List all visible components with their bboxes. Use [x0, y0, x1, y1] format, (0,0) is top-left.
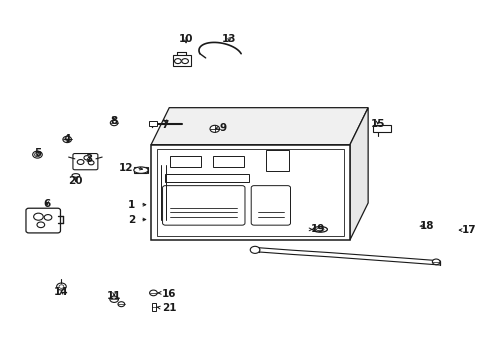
Text: 5: 5 — [34, 148, 41, 158]
Text: 16: 16 — [162, 289, 176, 298]
Text: 11: 11 — [107, 291, 121, 301]
Text: 19: 19 — [310, 224, 325, 234]
Text: 18: 18 — [420, 221, 434, 231]
Text: 15: 15 — [370, 119, 384, 129]
Circle shape — [34, 213, 43, 220]
Text: 7: 7 — [162, 120, 169, 130]
Text: 14: 14 — [54, 287, 69, 297]
Bar — [172, 55, 190, 66]
Polygon shape — [151, 108, 367, 145]
Ellipse shape — [312, 226, 327, 232]
Circle shape — [77, 159, 84, 165]
Circle shape — [209, 125, 219, 132]
Circle shape — [174, 59, 181, 64]
Circle shape — [59, 285, 64, 288]
Bar — [170, 156, 201, 167]
Text: 8: 8 — [110, 117, 118, 126]
Text: 2: 2 — [128, 215, 135, 225]
Text: 20: 20 — [68, 176, 83, 186]
Circle shape — [88, 161, 94, 165]
Circle shape — [149, 290, 157, 296]
Circle shape — [63, 136, 71, 143]
Text: 9: 9 — [219, 123, 226, 133]
Bar — [134, 167, 147, 173]
Circle shape — [33, 151, 42, 158]
Circle shape — [110, 120, 118, 126]
Text: 3: 3 — [85, 154, 92, 163]
Bar — [151, 145, 349, 240]
Ellipse shape — [134, 167, 148, 173]
Circle shape — [431, 259, 439, 265]
Circle shape — [37, 222, 44, 228]
Bar — [148, 121, 157, 126]
Ellipse shape — [72, 174, 80, 177]
Text: 17: 17 — [461, 225, 475, 235]
Ellipse shape — [316, 228, 324, 231]
Bar — [152, 303, 156, 311]
Text: 12: 12 — [119, 163, 133, 173]
Text: 6: 6 — [43, 199, 51, 210]
Polygon shape — [349, 108, 367, 240]
Circle shape — [182, 59, 188, 64]
Circle shape — [84, 156, 89, 160]
Text: 13: 13 — [222, 33, 236, 44]
Bar — [372, 125, 390, 132]
Circle shape — [44, 215, 52, 220]
Circle shape — [57, 283, 66, 290]
Circle shape — [250, 246, 259, 253]
FancyBboxPatch shape — [73, 153, 98, 170]
Text: 10: 10 — [179, 33, 193, 44]
Text: 1: 1 — [128, 200, 135, 210]
Circle shape — [110, 296, 118, 302]
Circle shape — [35, 153, 41, 157]
FancyBboxPatch shape — [26, 208, 61, 233]
Bar — [213, 156, 244, 167]
Text: 4: 4 — [63, 134, 71, 144]
Circle shape — [118, 302, 124, 307]
Text: 21: 21 — [162, 303, 176, 313]
Bar — [165, 174, 249, 182]
Bar — [265, 150, 288, 171]
Bar — [157, 149, 344, 236]
